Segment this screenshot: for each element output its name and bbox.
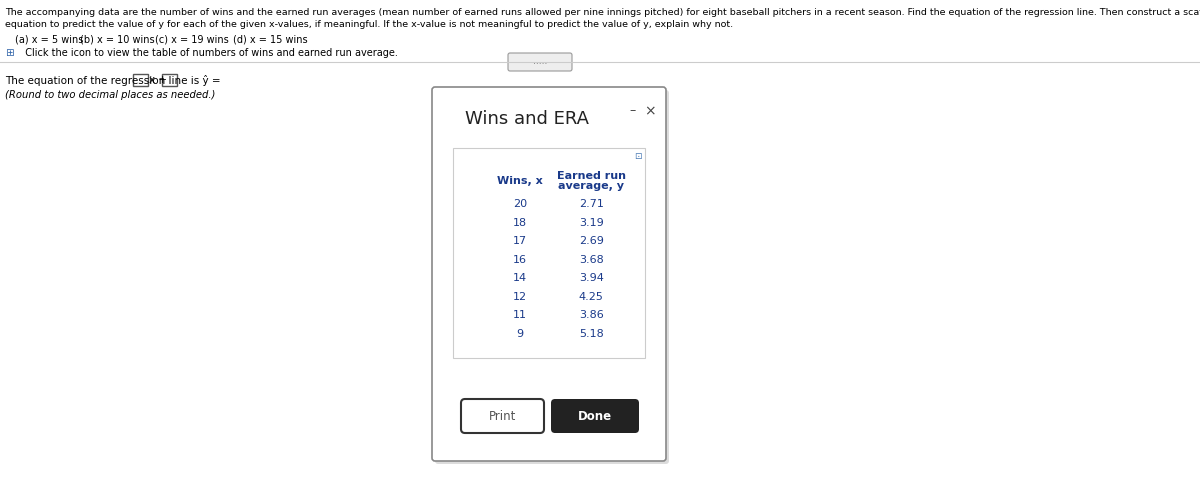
Text: (Round to two decimal places as needed.): (Round to two decimal places as needed.) — [5, 90, 215, 100]
FancyBboxPatch shape — [133, 74, 148, 86]
Text: The equation of the regression line is ŷ =: The equation of the regression line is ŷ… — [5, 75, 224, 86]
Text: 2.71: 2.71 — [578, 199, 604, 209]
Text: 4.25: 4.25 — [578, 292, 604, 301]
Text: Earned run: Earned run — [557, 171, 625, 181]
FancyBboxPatch shape — [454, 148, 646, 358]
Text: 3.68: 3.68 — [578, 255, 604, 264]
FancyBboxPatch shape — [436, 90, 670, 464]
Text: 18: 18 — [514, 218, 527, 227]
Text: average, y: average, y — [558, 181, 624, 191]
Text: ×: × — [644, 104, 656, 118]
Text: 3.19: 3.19 — [578, 218, 604, 227]
Text: ⊞: ⊞ — [5, 48, 13, 58]
Text: (a) x = 5 wins: (a) x = 5 wins — [14, 34, 83, 44]
Text: 12: 12 — [514, 292, 527, 301]
Text: 3.94: 3.94 — [578, 273, 604, 283]
Text: ⊡: ⊡ — [635, 152, 642, 161]
Text: 17: 17 — [514, 236, 527, 246]
FancyBboxPatch shape — [162, 74, 178, 86]
FancyBboxPatch shape — [551, 399, 640, 433]
Text: (d) x = 15 wins: (d) x = 15 wins — [233, 34, 307, 44]
Text: Wins, x: Wins, x — [497, 176, 544, 186]
Text: –: – — [630, 104, 636, 117]
Text: 2.69: 2.69 — [578, 236, 604, 246]
Text: (b) x = 10 wins: (b) x = 10 wins — [80, 34, 155, 44]
Text: 5.18: 5.18 — [578, 329, 604, 339]
FancyBboxPatch shape — [461, 399, 544, 433]
Text: The accompanying data are the number of wins and the earned run averages (mean n: The accompanying data are the number of … — [5, 8, 1200, 17]
Text: 11: 11 — [514, 310, 527, 320]
Text: equation to predict the value of y for each of the given x-values, if meaningful: equation to predict the value of y for e… — [5, 20, 733, 29]
Text: Click the icon to view the table of numbers of wins and earned run average.: Click the icon to view the table of numb… — [19, 48, 398, 58]
Text: .....: ..... — [533, 57, 547, 67]
Text: 14: 14 — [514, 273, 527, 283]
Text: x +: x + — [149, 75, 167, 85]
FancyBboxPatch shape — [432, 87, 666, 461]
Text: Print: Print — [488, 410, 516, 422]
Text: Wins and ERA: Wins and ERA — [466, 110, 589, 128]
Text: Done: Done — [578, 410, 612, 422]
Text: (c) x = 19 wins: (c) x = 19 wins — [155, 34, 229, 44]
Text: 9: 9 — [517, 329, 523, 339]
FancyBboxPatch shape — [508, 53, 572, 71]
Text: 3.86: 3.86 — [578, 310, 604, 320]
Text: 20: 20 — [514, 199, 527, 209]
Text: 16: 16 — [514, 255, 527, 264]
